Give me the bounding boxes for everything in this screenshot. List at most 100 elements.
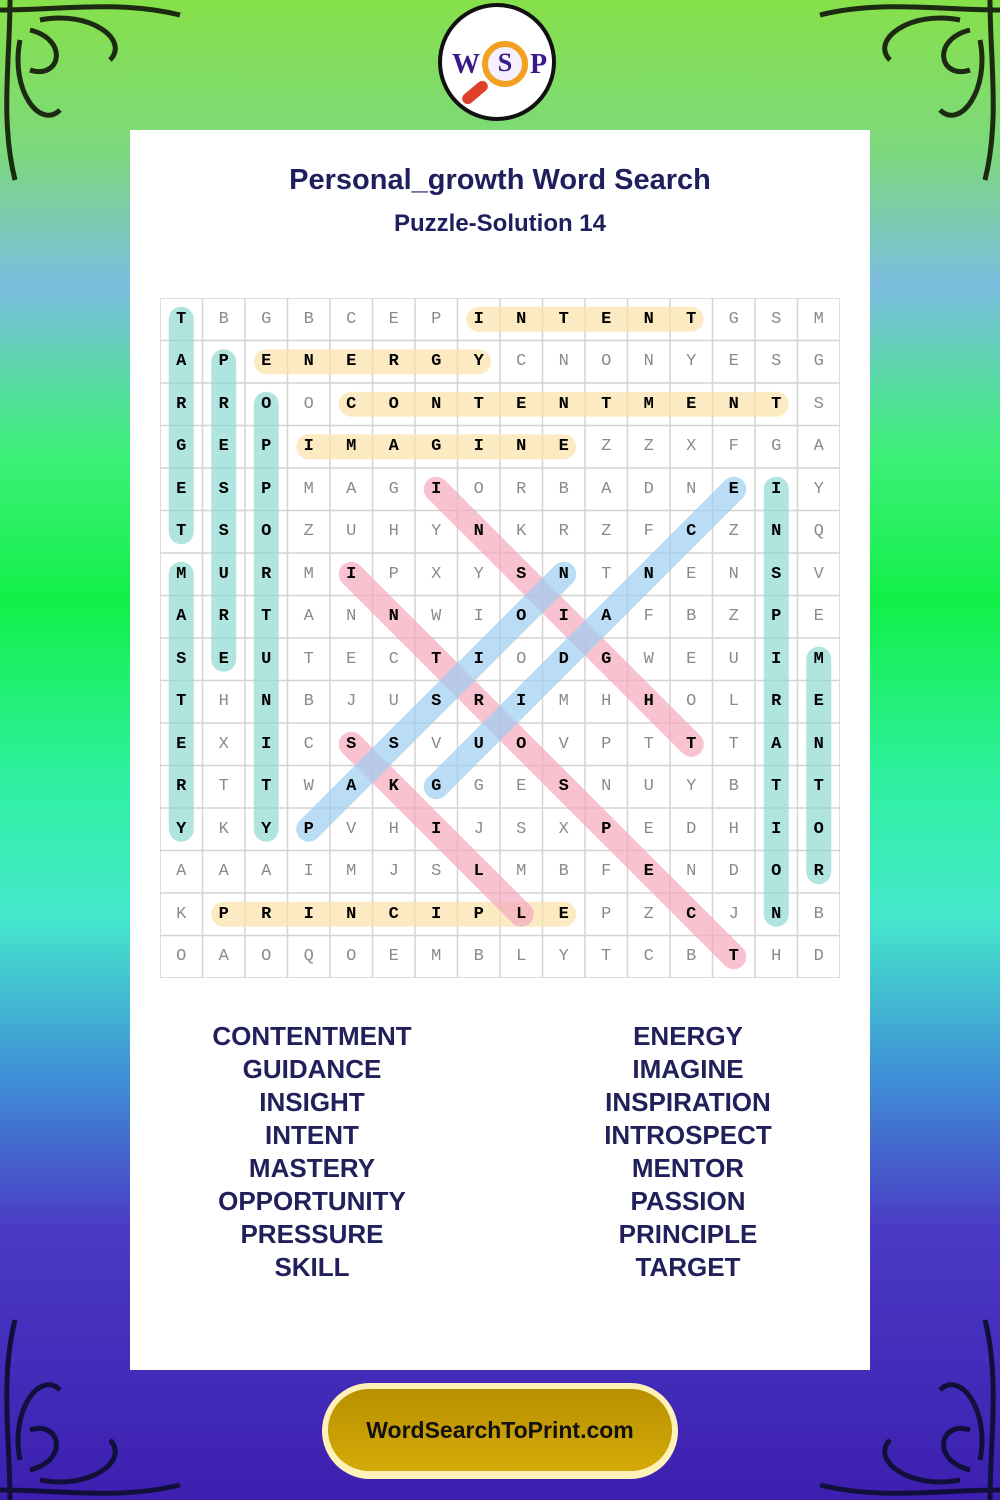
grid-cell[interactable]: N <box>728 394 739 414</box>
grid-cell[interactable]: S <box>218 522 229 542</box>
grid-cell[interactable]: V <box>558 734 569 754</box>
grid-cell[interactable]: S <box>771 352 782 372</box>
grid-cell[interactable]: H <box>388 819 399 839</box>
grid-cell[interactable]: O <box>346 947 357 967</box>
grid-cell[interactable]: B <box>558 862 569 882</box>
grid-cell[interactable]: E <box>643 819 654 839</box>
grid-cell[interactable]: O <box>261 947 272 967</box>
grid-cell[interactable]: M <box>516 862 527 882</box>
grid-cell[interactable]: A <box>261 862 272 882</box>
grid-cell[interactable]: N <box>473 522 484 542</box>
grid-cell[interactable]: E <box>728 352 739 372</box>
grid-cell[interactable]: M <box>303 479 314 499</box>
grid-cell[interactable]: W <box>643 649 654 669</box>
grid-cell[interactable]: O <box>686 692 697 712</box>
grid-cell[interactable]: D <box>728 862 739 882</box>
grid-cell[interactable]: R <box>261 904 272 924</box>
grid-cell[interactable]: G <box>728 309 739 329</box>
grid-cell[interactable]: I <box>431 479 442 499</box>
site-link[interactable]: WordSearchToPrint.com <box>328 1389 672 1471</box>
grid-cell[interactable]: H <box>388 522 399 542</box>
grid-cell[interactable]: J <box>388 862 399 882</box>
grid-cell[interactable]: R <box>473 692 484 712</box>
grid-cell[interactable]: D <box>813 947 824 967</box>
grid-cell[interactable]: S <box>346 734 357 754</box>
grid-cell[interactable]: T <box>303 649 314 669</box>
grid-cell[interactable]: E <box>558 437 569 457</box>
grid-cell[interactable]: Y <box>176 819 187 839</box>
grid-cell[interactable]: S <box>771 564 782 584</box>
grid-cell[interactable]: E <box>686 564 697 584</box>
grid-cell[interactable]: K <box>176 904 187 924</box>
grid-cell[interactable]: E <box>686 649 697 669</box>
grid-cell[interactable]: N <box>643 309 654 329</box>
grid-cell[interactable]: N <box>601 777 612 797</box>
grid-cell[interactable]: C <box>686 522 697 542</box>
grid-cell[interactable]: F <box>601 862 612 882</box>
grid-cell[interactable]: X <box>218 734 229 754</box>
grid-cell[interactable]: I <box>303 437 314 457</box>
grid-cell[interactable]: Y <box>686 777 697 797</box>
grid-cell[interactable]: A <box>388 437 399 457</box>
grid-cell[interactable]: A <box>346 479 357 499</box>
grid-cell[interactable]: A <box>218 947 229 967</box>
grid-cell[interactable]: R <box>813 862 824 882</box>
grid-cell[interactable]: P <box>473 904 484 924</box>
grid-cell[interactable]: E <box>686 394 697 414</box>
grid-cell[interactable]: U <box>261 649 272 669</box>
grid-cell[interactable]: T <box>771 394 782 414</box>
grid-cell[interactable]: F <box>643 522 654 542</box>
grid-cell[interactable]: C <box>303 734 314 754</box>
grid-cell[interactable]: A <box>303 607 314 627</box>
grid-cell[interactable]: C <box>686 904 697 924</box>
grid-cell[interactable]: T <box>261 777 272 797</box>
grid-cell[interactable]: T <box>601 394 612 414</box>
grid-cell[interactable]: Q <box>303 947 314 967</box>
grid-cell[interactable]: T <box>601 947 612 967</box>
grid-cell[interactable]: N <box>431 394 442 414</box>
grid-cell[interactable]: R <box>261 564 272 584</box>
grid-cell[interactable]: Y <box>813 479 824 499</box>
grid-cell[interactable]: S <box>431 692 442 712</box>
grid-cell[interactable]: T <box>728 947 739 967</box>
grid-cell[interactable]: C <box>388 904 399 924</box>
grid-cell[interactable]: I <box>771 649 782 669</box>
grid-cell[interactable]: E <box>728 479 739 499</box>
grid-cell[interactable]: B <box>686 947 697 967</box>
grid-cell[interactable]: C <box>643 947 654 967</box>
grid-cell[interactable]: M <box>303 564 314 584</box>
grid-cell[interactable]: E <box>346 352 357 372</box>
grid-cell[interactable]: G <box>473 777 484 797</box>
grid-cell[interactable]: N <box>813 734 824 754</box>
grid-cell[interactable]: J <box>346 692 357 712</box>
grid-cell[interactable]: T <box>686 734 697 754</box>
grid-cell[interactable]: G <box>431 352 442 372</box>
grid-cell[interactable]: B <box>813 904 824 924</box>
grid-cell[interactable]: E <box>218 437 229 457</box>
grid-cell[interactable]: U <box>388 692 399 712</box>
grid-cell[interactable]: H <box>218 692 229 712</box>
grid-cell[interactable]: A <box>346 777 357 797</box>
grid-cell[interactable]: A <box>176 607 187 627</box>
grid-cell[interactable]: N <box>516 309 527 329</box>
grid-cell[interactable]: I <box>303 862 314 882</box>
grid-cell[interactable]: O <box>601 352 612 372</box>
grid-cell[interactable]: N <box>686 479 697 499</box>
grid-cell[interactable]: J <box>473 819 484 839</box>
grid-cell[interactable]: L <box>516 904 527 924</box>
grid-cell[interactable]: Z <box>728 522 739 542</box>
grid-cell[interactable]: T <box>176 309 187 329</box>
grid-cell[interactable]: R <box>176 777 187 797</box>
grid-cell[interactable]: N <box>558 564 569 584</box>
grid-cell[interactable]: E <box>813 607 824 627</box>
grid-cell[interactable]: F <box>643 607 654 627</box>
grid-cell[interactable]: L <box>728 692 739 712</box>
grid-cell[interactable]: G <box>431 777 442 797</box>
grid-cell[interactable]: E <box>558 904 569 924</box>
grid-cell[interactable]: C <box>516 352 527 372</box>
grid-cell[interactable]: O <box>473 479 484 499</box>
grid-cell[interactable]: I <box>473 649 484 669</box>
grid-cell[interactable]: P <box>261 437 272 457</box>
grid-cell[interactable]: G <box>431 437 442 457</box>
grid-cell[interactable]: E <box>261 352 272 372</box>
